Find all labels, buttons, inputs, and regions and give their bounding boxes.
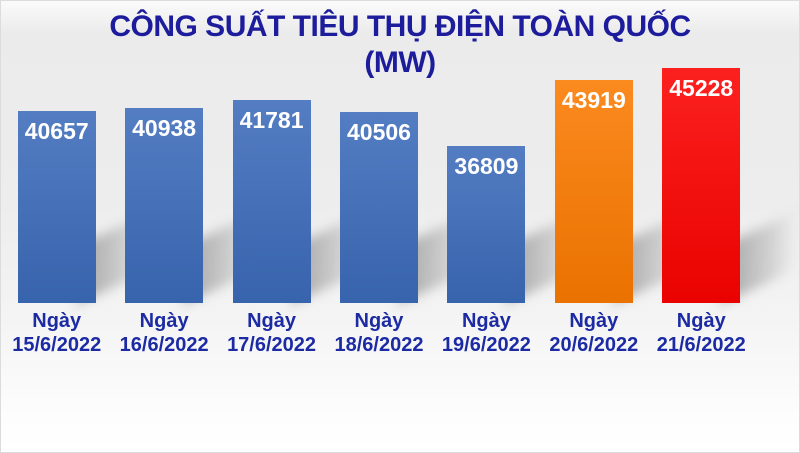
category-label-date: 18/6/2022 (334, 334, 424, 356)
bar-value-label: 36809 (454, 153, 519, 179)
bar: 40938 (125, 108, 204, 303)
category-label: Ngày 17/6/2022 (218, 309, 325, 357)
category-label-prefix: Ngày (569, 310, 619, 332)
category-label-date: 21/6/2022 (656, 334, 746, 356)
category-label: Ngày 15/6/2022 (3, 309, 110, 357)
category-label-date: 20/6/2022 (549, 334, 639, 356)
category-label-prefix: Ngày (354, 310, 404, 332)
category-label: Ngày 19/6/2022 (433, 309, 540, 357)
bar-value-label: 41781 (239, 107, 304, 133)
category-label-prefix: Ngày (139, 310, 189, 332)
chart-title: CÔNG SUẤT TIÊU THỤ ĐIỆN TOÀN QUỐC (MW) (1, 9, 799, 81)
category-label-date: 16/6/2022 (119, 334, 209, 356)
chart-column: 41781 (218, 1, 366, 303)
bar: 41781 (232, 100, 311, 303)
chart-column: 40506 (325, 1, 473, 303)
category-label: Ngày 21/6/2022 (648, 309, 755, 357)
category-label-prefix: Ngày (676, 310, 726, 332)
bar-value-label: 40506 (346, 119, 411, 145)
chart-title-line1: CÔNG SUẤT TIÊU THỤ ĐIỆN TOÀN QUỐC (109, 10, 691, 43)
bar-chart: 40657 40938 41781 40506 36809 43919 45228 (3, 1, 796, 303)
chart-title-line2: (MW) (364, 46, 436, 79)
bar-value-label: 45228 (669, 75, 734, 101)
category-axis: Ngày 15/6/2022 Ngày 16/6/2022 Ngày 17/6/2022 N… (3, 309, 755, 357)
chart-column: 40657 (3, 1, 151, 303)
chart-column: 40938 (110, 1, 259, 303)
chart-column: 43919 (540, 1, 688, 303)
category-label-date: 15/6/2022 (12, 334, 102, 356)
chart-column: 36809 (433, 1, 581, 303)
category-label: Ngày 16/6/2022 (110, 309, 217, 357)
bar-value-label: 40657 (24, 118, 89, 144)
bar: 36809 (447, 146, 526, 303)
bar: 45228 (662, 68, 741, 303)
bar: 43919 (554, 80, 633, 303)
bar-value-label: 43919 (561, 87, 626, 113)
chart-column: 45228 (648, 1, 796, 303)
category-label-prefix: Ngày (32, 310, 82, 332)
bar-value-label: 40938 (132, 115, 197, 141)
category-label-date: 17/6/2022 (227, 334, 317, 356)
category-label-prefix: Ngày (247, 310, 296, 332)
category-label-prefix: Ngày (461, 310, 511, 332)
category-label: Ngày 18/6/2022 (325, 309, 432, 357)
category-label: Ngày 20/6/2022 (540, 309, 647, 357)
category-label-date: 19/6/2022 (441, 334, 531, 356)
bar: 40657 (17, 111, 96, 303)
bar: 40506 (339, 112, 418, 303)
